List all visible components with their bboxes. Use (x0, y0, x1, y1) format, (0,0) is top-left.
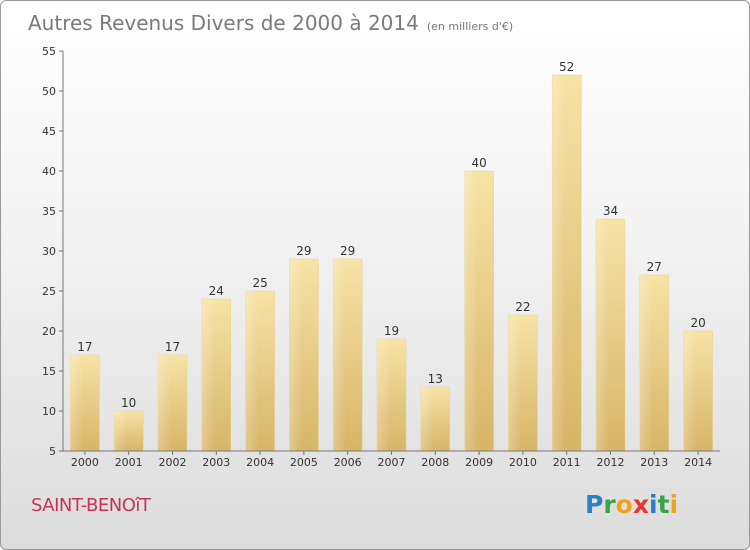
bar-highlight (70, 355, 84, 451)
logo-letter: o (615, 490, 633, 519)
chart-title-unit: (en milliers d'€) (426, 20, 514, 33)
y-tick-label: 10 (42, 405, 56, 418)
value-label: 25 (252, 276, 267, 290)
x-tick-label: 2001 (115, 456, 143, 469)
x-tick-label: 2011 (553, 456, 581, 469)
chart-title-main: Autres Revenus Divers de 2000 à 2014 (28, 11, 419, 35)
bar-highlight (158, 355, 172, 451)
logo-letter: r (603, 490, 616, 519)
logo-letter: i (669, 490, 679, 519)
value-label: 29 (296, 244, 311, 258)
value-label: 40 (471, 156, 486, 170)
x-tick-label: 2006 (334, 456, 362, 469)
chart-title: Autres Revenus Divers de 2000 à 2014 (en … (28, 11, 513, 35)
y-tick-label: 40 (42, 165, 56, 178)
bar-highlight (289, 259, 303, 451)
x-tick-label: 2013 (640, 456, 668, 469)
logo-letter: t (657, 490, 670, 519)
value-label: 27 (647, 260, 662, 274)
value-label: 19 (384, 324, 399, 338)
bar-highlight (333, 259, 347, 451)
logo-letter: i (649, 490, 658, 519)
x-tick-label: 2004 (246, 456, 274, 469)
proxiti-logo[interactable]: Proxiti (585, 490, 678, 519)
y-tick-label: 20 (42, 325, 56, 338)
x-tick-label: 2008 (421, 456, 449, 469)
bar-highlight (114, 411, 128, 451)
value-label: 34 (603, 204, 618, 218)
value-label: 17 (77, 340, 92, 354)
y-tick-label: 5 (49, 445, 56, 458)
value-label: 17 (165, 340, 180, 354)
value-label: 24 (209, 284, 224, 298)
bar-highlight (552, 75, 566, 451)
value-label: 10 (121, 396, 136, 410)
bar-highlight (639, 275, 653, 451)
bar-highlight (508, 315, 522, 451)
y-tick-label: 35 (42, 205, 56, 218)
commune-name: SAINT-BENOîT (31, 495, 151, 516)
bar-highlight (683, 331, 697, 451)
y-tick-label: 15 (42, 365, 56, 378)
y-tick-label: 25 (42, 285, 56, 298)
value-label: 52 (559, 60, 574, 74)
x-tick-label: 2003 (202, 456, 230, 469)
bar-highlight (596, 219, 610, 451)
x-tick-label: 2002 (159, 456, 187, 469)
x-tick-label: 2005 (290, 456, 318, 469)
value-label: 29 (340, 244, 355, 258)
y-tick-label: 50 (42, 85, 56, 98)
x-tick-label: 2009 (465, 456, 493, 469)
x-tick-label: 2012 (597, 456, 625, 469)
x-tick-label: 2007 (378, 456, 406, 469)
logo-letter: x (632, 490, 649, 519)
bar-highlight (420, 387, 434, 451)
bar-highlight (201, 299, 215, 451)
x-tick-label: 2000 (71, 456, 99, 469)
bar-highlight (245, 291, 259, 451)
bar-highlight (377, 339, 391, 451)
value-label: 13 (428, 372, 443, 386)
value-label: 22 (515, 300, 530, 314)
value-label: 20 (690, 316, 705, 330)
logo-letter: P (585, 490, 604, 519)
bar-highlight (464, 171, 478, 451)
y-tick-label: 45 (42, 125, 56, 138)
x-tick-label: 2014 (684, 456, 712, 469)
x-tick-label: 2010 (509, 456, 537, 469)
y-tick-label: 55 (42, 45, 56, 58)
y-tick-label: 30 (42, 245, 56, 258)
